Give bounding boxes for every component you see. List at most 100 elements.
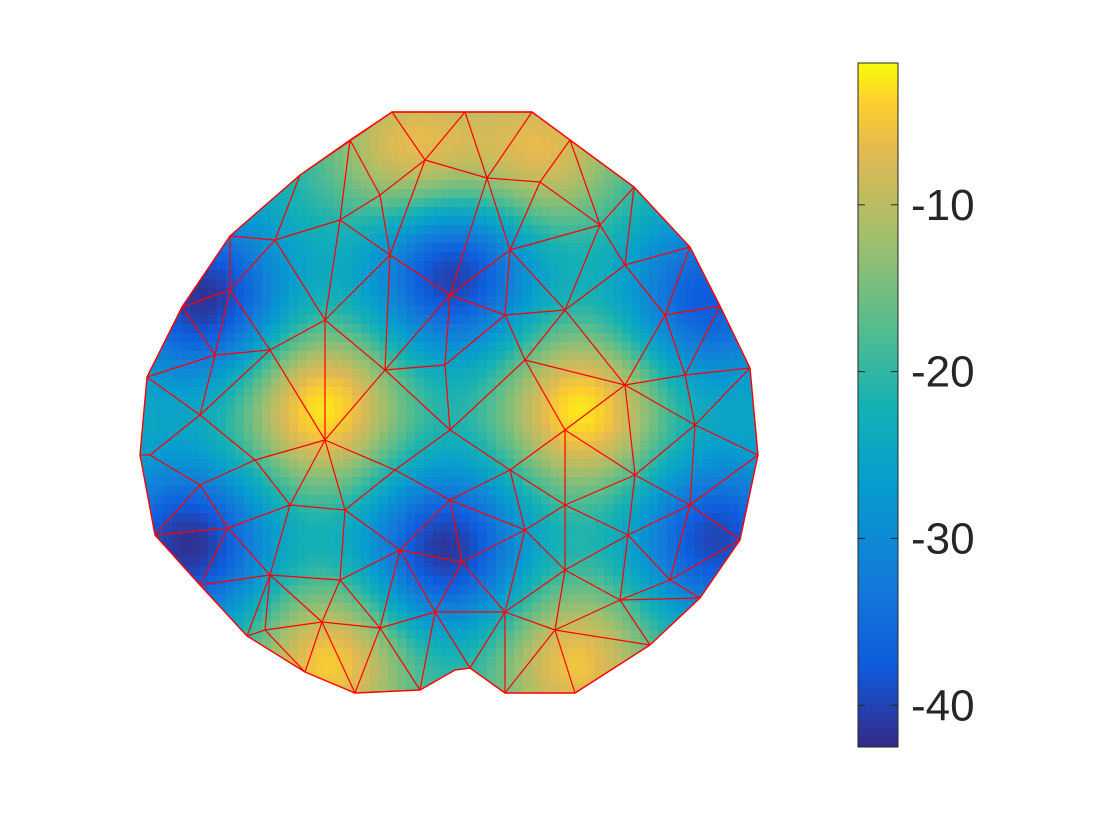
heatmap-cell	[532, 432, 542, 442]
heatmap-cell	[145, 585, 155, 595]
heatmap-cell	[622, 369, 632, 379]
heatmap-cell	[694, 180, 704, 190]
heatmap-cell	[208, 144, 218, 154]
heatmap-cell	[397, 315, 407, 325]
heatmap-cell	[280, 297, 290, 307]
heatmap-cell	[433, 135, 443, 145]
heatmap-cell	[140, 126, 146, 136]
heatmap-cell	[478, 144, 488, 154]
heatmap-cell	[190, 198, 200, 208]
heatmap-cell	[298, 657, 308, 667]
heatmap-cell	[658, 675, 668, 685]
heatmap-cell	[541, 486, 551, 496]
heatmap-cell	[487, 342, 497, 352]
heatmap-cell	[235, 459, 245, 469]
heatmap-cell	[487, 630, 497, 640]
heatmap-cell	[181, 234, 191, 244]
heatmap-cell	[604, 468, 614, 478]
heatmap-cell	[370, 432, 380, 442]
heatmap-cell	[379, 360, 389, 370]
heatmap-cell	[505, 657, 515, 667]
heatmap-cell	[298, 180, 308, 190]
heatmap-cell	[649, 522, 659, 532]
heatmap-cell	[487, 486, 497, 496]
heatmap-cell	[712, 486, 722, 496]
mesh-edge	[199, 527, 229, 586]
heatmap-cell	[703, 657, 713, 667]
heatmap-cell	[397, 486, 407, 496]
heatmap-cell	[388, 171, 398, 181]
heatmap-cell	[316, 684, 326, 693]
heatmap-cell	[676, 621, 686, 631]
heatmap-cell	[667, 369, 677, 379]
heatmap-cell	[487, 369, 497, 379]
mesh-edge	[214, 289, 231, 356]
heatmap-cell	[433, 657, 443, 667]
heatmap-cell	[559, 342, 569, 352]
heatmap-cell	[235, 540, 245, 550]
heatmap-cell	[640, 621, 650, 631]
heatmap-cell	[244, 585, 254, 595]
heatmap-cell	[298, 396, 308, 406]
heatmap-cell	[397, 513, 407, 523]
heatmap-cell	[172, 324, 182, 334]
heatmap-cell	[379, 405, 389, 415]
heatmap-cell	[370, 684, 380, 693]
heatmap-cell	[361, 468, 371, 478]
heatmap-cell	[541, 180, 551, 190]
heatmap-cell	[235, 270, 245, 280]
heatmap-cell	[667, 306, 677, 316]
heatmap-cell	[415, 207, 425, 217]
heatmap-cell	[595, 297, 605, 307]
heatmap-cell	[433, 585, 443, 595]
heatmap-cell	[361, 153, 371, 163]
heatmap-cell	[244, 684, 254, 693]
heatmap-cell	[550, 342, 560, 352]
heatmap-cell	[685, 477, 695, 487]
heatmap-cell	[262, 657, 272, 667]
heatmap-cell	[388, 369, 398, 379]
heatmap-cell	[586, 693, 596, 703]
heatmap-cell	[550, 315, 560, 325]
heatmap-cell	[640, 216, 650, 226]
heatmap-cell	[478, 594, 488, 604]
heatmap-cell	[514, 297, 524, 307]
heatmap-cell	[676, 144, 686, 154]
heatmap-cell	[361, 198, 371, 208]
heatmap-cell	[667, 180, 677, 190]
heatmap-cell	[487, 198, 497, 208]
heatmap-cell	[496, 657, 506, 667]
heatmap-cell	[523, 315, 533, 325]
heatmap-cell	[757, 423, 758, 433]
mesh-edge	[274, 219, 341, 241]
heatmap-cell	[406, 144, 416, 154]
heatmap-cell	[298, 315, 308, 325]
heatmap-cell	[505, 675, 515, 685]
heatmap-cell	[703, 576, 713, 586]
heatmap-cell	[712, 225, 722, 235]
heatmap-cell	[253, 288, 263, 298]
heatmap-cell	[532, 243, 542, 253]
heatmap-cell	[667, 112, 677, 118]
heatmap-cell	[505, 153, 515, 163]
heatmap-cell	[316, 648, 326, 658]
heatmap-cell	[370, 396, 380, 406]
heatmap-cell	[334, 468, 344, 478]
heatmap-cell	[532, 315, 542, 325]
heatmap-cell	[424, 288, 434, 298]
heatmap-cell	[433, 396, 443, 406]
heatmap-cell	[379, 324, 389, 334]
heatmap-cell	[514, 360, 524, 370]
heatmap-cell	[757, 414, 758, 424]
heatmap-cell	[496, 405, 506, 415]
heatmap-cell	[451, 477, 461, 487]
heatmap-cell	[523, 135, 533, 145]
heatmap-cell	[730, 387, 740, 397]
heatmap-cell	[424, 306, 434, 316]
heatmap-cell	[343, 621, 353, 631]
heatmap-cell	[163, 630, 173, 640]
heatmap-cell	[226, 594, 236, 604]
heatmap-cell	[140, 117, 146, 127]
heatmap-cell	[307, 531, 317, 541]
heatmap-cell	[199, 558, 209, 568]
